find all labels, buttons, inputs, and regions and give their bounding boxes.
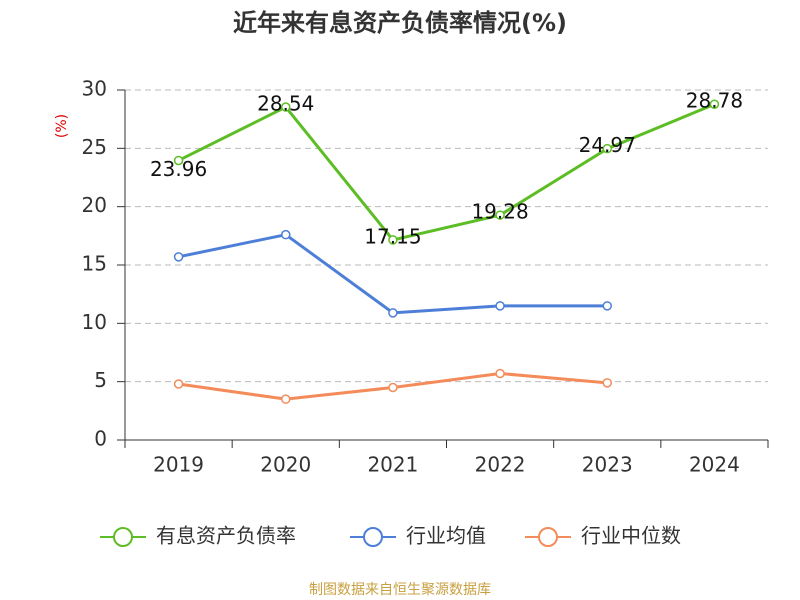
data-point [495, 210, 505, 220]
data-point [602, 378, 612, 388]
data-point [495, 368, 505, 379]
y-axis-label: (%) [54, 114, 70, 138]
data-label: 28.78 [686, 89, 743, 113]
y-tick-label: 20 [82, 193, 107, 217]
legend-marker [538, 527, 558, 547]
x-tick-label: 2019 [153, 453, 204, 477]
data-label: 19.28 [471, 200, 528, 224]
data-label: 28.54 [257, 92, 314, 116]
series-line [177, 102, 715, 242]
data-label: 17.15 [364, 224, 421, 248]
legend-label: 有息资产负债率 [156, 524, 296, 548]
data-point [281, 229, 291, 240]
data-label: 24.97 [579, 133, 636, 157]
data-point [709, 99, 720, 109]
y-tick-label: 25 [82, 135, 107, 159]
x-tick-label: 2024 [689, 453, 740, 477]
data-point [388, 235, 398, 245]
legend-marker [113, 527, 133, 547]
data-point [602, 301, 612, 311]
legend-marker [363, 527, 383, 547]
data-point [602, 143, 612, 154]
chart-title: 近年来有息资产负债率情况(%) [233, 9, 567, 37]
data-point [281, 102, 291, 112]
y-tick-label: 5 [94, 368, 107, 392]
data-point [388, 382, 398, 393]
data-point [173, 155, 184, 166]
x-tick-label: 2022 [475, 453, 526, 477]
y-tick-label: 10 [82, 310, 107, 334]
x-tick-label: 2021 [367, 453, 418, 477]
y-tick-label: 30 [82, 77, 107, 101]
legend-label: 行业均值 [406, 524, 486, 548]
data-label: 23.96 [150, 157, 207, 181]
x-tick-label: 2020 [260, 453, 311, 477]
legend-label: 行业中位数 [581, 524, 681, 548]
data-point [495, 301, 505, 311]
data-point [388, 308, 398, 318]
data-point [173, 379, 184, 389]
x-tick-label: 2023 [582, 453, 633, 477]
data-point [173, 252, 184, 262]
y-tick-label: 0 [94, 427, 107, 451]
y-tick-label: 15 [82, 252, 107, 276]
source-note: 制图数据来自恒生聚源数据库 [309, 582, 491, 598]
data-point [281, 394, 291, 404]
